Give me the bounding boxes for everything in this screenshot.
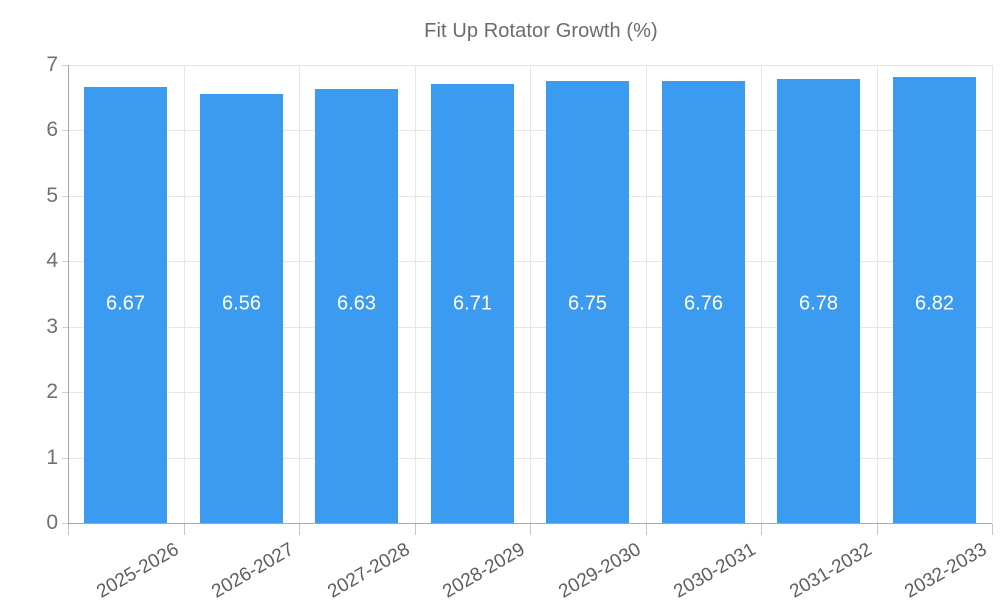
x-tick-mark	[646, 524, 647, 535]
gridline-vertical	[877, 65, 878, 523]
x-tick-label: 2028-2029	[439, 539, 529, 603]
bar-value-label: 6.67	[106, 292, 145, 315]
x-tick-label: 2026-2027	[208, 539, 298, 603]
y-tick-mark	[62, 130, 68, 132]
bar-value-label: 6.71	[453, 292, 492, 315]
y-tick-mark	[62, 261, 68, 263]
x-tick-label: 2029-2030	[555, 539, 645, 603]
legend-label: Fit Up Rotator Growth (%)	[424, 19, 658, 42]
x-tick-label: 2030-2031	[670, 539, 760, 603]
y-tick-label: 4	[46, 249, 58, 273]
gridline-vertical	[299, 65, 300, 523]
plot-area: 6.67 6.56 6.63 6.71 6.75 6.76 6.78 6.82	[68, 65, 993, 524]
bar[interactable]	[200, 93, 283, 523]
x-tick-mark	[184, 524, 185, 535]
x-tick-mark	[415, 524, 416, 535]
y-tick-mark	[62, 392, 68, 394]
y-tick-mark	[62, 523, 68, 524]
gridline-vertical	[992, 65, 993, 523]
bar[interactable]	[893, 76, 976, 523]
gridline-vertical	[646, 65, 647, 523]
bar-value-label: 6.76	[684, 292, 723, 315]
x-tick-mark	[68, 524, 69, 535]
bar[interactable]	[84, 86, 167, 523]
bar[interactable]	[546, 81, 629, 523]
bar-value-label: 6.82	[915, 292, 954, 315]
x-axis-line	[68, 523, 992, 524]
bar[interactable]	[431, 83, 514, 523]
bar[interactable]	[777, 79, 860, 523]
y-tick-label: 0	[46, 511, 58, 534]
x-tick-label: 2025-2026	[93, 539, 183, 603]
bar[interactable]	[315, 89, 398, 523]
legend-item-fit-up-rotator-growth[interactable]: Fit Up Rotator Growth (%)	[342, 20, 658, 43]
x-tick-mark	[530, 524, 531, 535]
y-axis: 0 1 2 3 4 5 6 7	[0, 0, 68, 600]
x-tick-mark	[992, 524, 993, 535]
y-tick-mark	[62, 457, 68, 459]
x-tick-mark	[299, 524, 300, 535]
bar-value-label: 6.56	[222, 292, 261, 315]
legend-color-swatch	[342, 20, 410, 43]
x-tick-mark	[877, 524, 878, 535]
y-tick-label: 6	[46, 118, 58, 142]
gridline-vertical	[530, 65, 531, 523]
y-axis-line	[68, 65, 69, 524]
y-tick-label: 7	[46, 53, 58, 76]
y-tick-label: 3	[46, 314, 58, 338]
y-tick-mark	[62, 195, 68, 197]
x-tick-label: 2031-2032	[786, 539, 876, 603]
y-tick-mark	[62, 65, 68, 66]
x-tick-label: 2032-2033	[901, 539, 991, 603]
y-tick-label: 5	[46, 183, 58, 207]
gridline-vertical	[415, 65, 416, 523]
y-tick-mark	[62, 326, 68, 328]
x-tick-mark	[761, 524, 762, 535]
bar[interactable]	[662, 80, 745, 523]
y-tick-label: 1	[46, 445, 58, 469]
y-tick-label: 2	[46, 380, 58, 404]
bar-value-label: 6.75	[568, 292, 607, 315]
x-tick-label: 2027-2028	[324, 539, 414, 603]
chart-legend: Fit Up Rotator Growth (%)	[0, 12, 1000, 50]
bar-value-label: 6.63	[337, 292, 376, 315]
bar-value-label: 6.78	[799, 292, 838, 315]
gridline-vertical	[761, 65, 762, 523]
gridline-vertical	[184, 65, 185, 523]
